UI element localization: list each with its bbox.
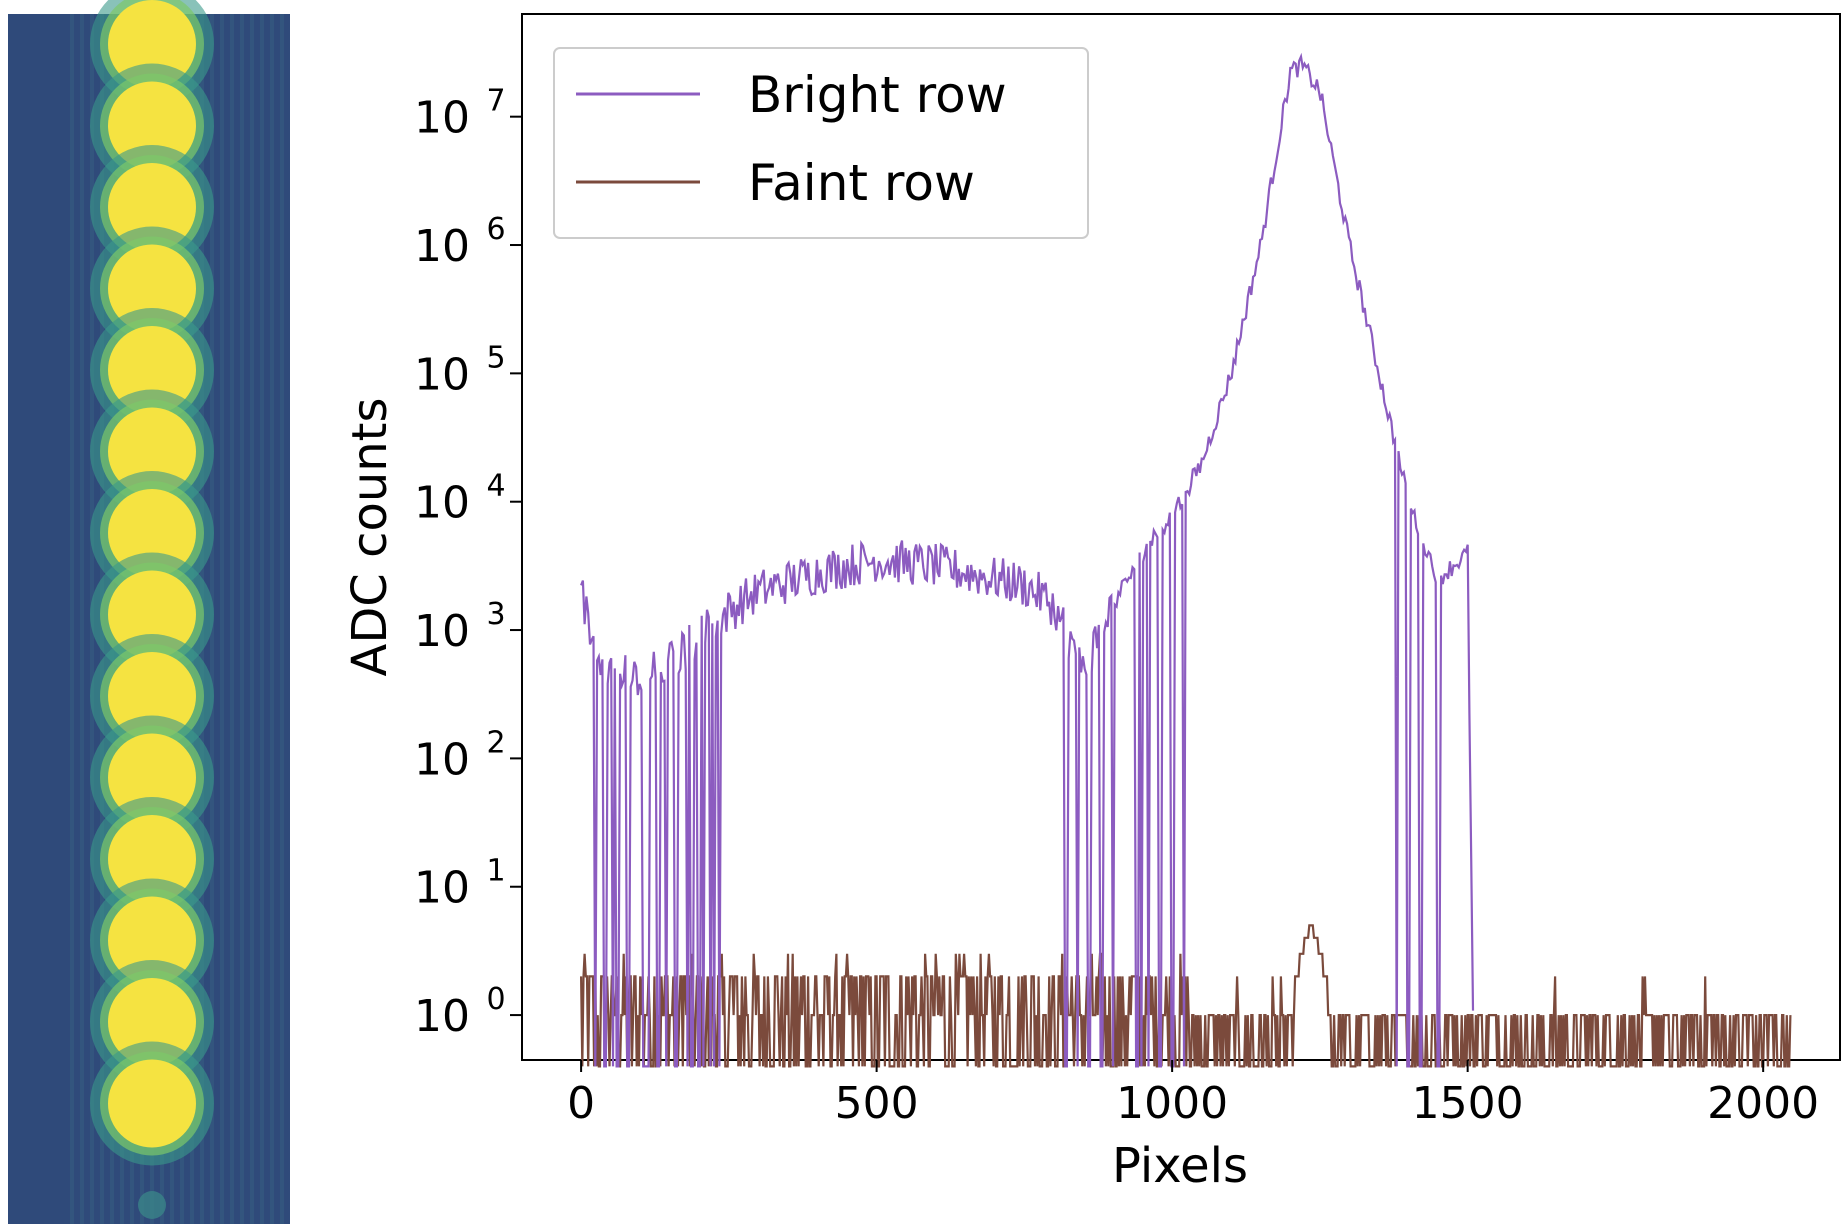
fringe-stripe	[220, 14, 224, 1224]
x-tick-label: 500	[835, 1078, 919, 1129]
axes-layer: 0 500 1000 1500 2000 10 0 10 1 10 2 10 3 10 4 10 5 10 6 10 7	[414, 84, 1819, 1129]
fringe-stripe	[280, 14, 284, 1224]
y-tick-exponent: 5	[486, 340, 505, 375]
fringe-stripe	[70, 14, 74, 1224]
y-tick-label: 10	[414, 734, 470, 785]
y-tick-label: 10	[414, 349, 470, 400]
fringe-stripe	[260, 14, 264, 1224]
series-bright-row	[580, 52, 1475, 1068]
y-tick-label: 10	[414, 93, 470, 144]
fringe-stripe	[230, 14, 234, 1224]
spot	[108, 570, 196, 659]
y-tick-exponent: 3	[486, 597, 505, 632]
spot	[108, 733, 196, 822]
x-tick-label: 1500	[1412, 1078, 1524, 1129]
x-axis-label: Pixels	[1112, 1138, 1248, 1194]
detector-image	[8, 0, 290, 1224]
y-tick-label: 10	[414, 991, 470, 1042]
spot	[108, 489, 196, 577]
spot	[108, 81, 196, 170]
y-tick-label: 10	[414, 478, 470, 529]
y-tick-exponent: 4	[486, 469, 505, 504]
fringe-stripe	[240, 14, 244, 1224]
y-tick-label: 10	[414, 606, 470, 657]
y-tick-exponent: 2	[486, 725, 505, 760]
x-tick-label: 0	[567, 1078, 595, 1129]
fringe-stripe	[80, 14, 84, 1224]
spot	[108, 163, 196, 251]
faint-spot	[138, 1191, 166, 1219]
y-tick-exponent: 6	[486, 212, 505, 247]
legend: Bright row Faint row	[553, 47, 1089, 239]
x-tick-label: 1000	[1116, 1078, 1228, 1129]
spot	[108, 1059, 196, 1148]
y-tick-exponent: 0	[486, 982, 505, 1017]
series-layer	[580, 52, 1792, 1068]
y-axis-label: ADC counts	[342, 398, 398, 677]
spot	[108, 896, 196, 985]
legend-label: Bright row	[748, 66, 1007, 124]
spot	[108, 244, 196, 333]
spot	[108, 815, 196, 903]
y-tick-label: 10	[414, 221, 470, 272]
fringe-stripe	[250, 14, 254, 1224]
spot	[108, 407, 196, 496]
spot	[108, 0, 196, 88]
series-faint-row	[580, 924, 1792, 1068]
y-tick-label: 10	[414, 863, 470, 914]
spot	[108, 652, 196, 740]
legend-label: Faint row	[748, 154, 975, 212]
fringe-stripe	[270, 14, 274, 1224]
spot	[108, 326, 196, 414]
y-tick-exponent: 7	[486, 84, 505, 119]
x-tick-label: 2000	[1707, 1078, 1819, 1129]
y-tick-exponent: 1	[486, 854, 505, 889]
spot	[108, 978, 196, 1066]
